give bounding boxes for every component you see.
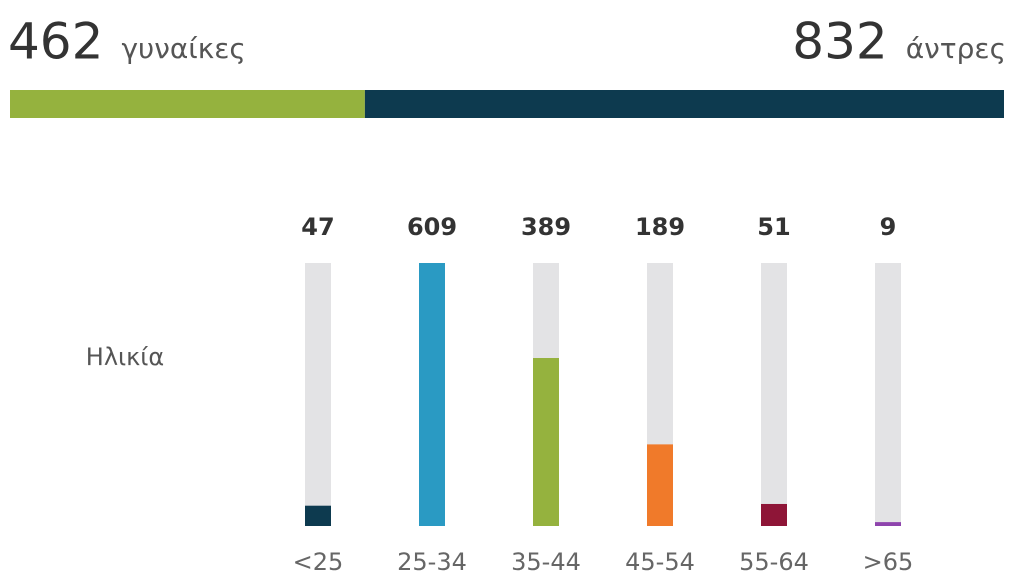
share-segment (10, 90, 365, 118)
axis-label: Ηλικία (86, 343, 164, 371)
bar-track (761, 263, 787, 526)
value-label: 9 (880, 213, 897, 241)
x-tick-label: 45-54 (625, 548, 695, 576)
share-segment (364, 90, 1004, 118)
legend-label: άντρες (906, 32, 1006, 65)
x-tick-label: 25-34 (397, 548, 467, 576)
x-tick-label: >65 (863, 548, 914, 576)
bar-track (305, 263, 331, 526)
legend-label: γυναίκες (121, 32, 245, 65)
x-tick-label: 35-44 (511, 548, 581, 576)
value-label: 51 (757, 213, 790, 241)
count: 462 (8, 13, 103, 71)
count: 832 (792, 13, 887, 71)
bar (419, 263, 445, 526)
value-label: 189 (635, 213, 685, 241)
bar (305, 505, 331, 526)
bar (533, 358, 559, 526)
bar-track (875, 263, 901, 526)
bar (875, 522, 901, 526)
value-label: 389 (521, 213, 571, 241)
bar (647, 444, 673, 526)
value-label: 47 (301, 213, 334, 241)
value-label: 609 (407, 213, 457, 241)
x-tick-label: <25 (293, 548, 344, 576)
bar (761, 503, 787, 526)
x-tick-label: 55-64 (739, 548, 809, 576)
